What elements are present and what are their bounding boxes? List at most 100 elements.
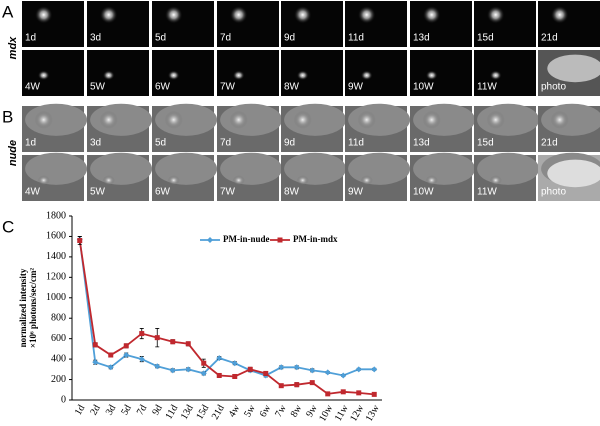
image-tile bbox=[345, 50, 407, 96]
data-point bbox=[371, 391, 377, 397]
tile-label: 5W bbox=[90, 187, 106, 198]
signal-glow bbox=[425, 70, 438, 81]
x-tick-label: 5w bbox=[242, 402, 258, 419]
data-point bbox=[154, 363, 161, 370]
signal-glow bbox=[232, 175, 245, 186]
body-shape bbox=[220, 152, 283, 185]
tile-label: 6W bbox=[155, 82, 171, 93]
signal-glow bbox=[422, 110, 441, 129]
tile-label: 7d bbox=[220, 138, 231, 149]
signal-glow bbox=[232, 70, 245, 81]
signal-glow bbox=[34, 5, 53, 24]
x-tick-label: 7w bbox=[273, 402, 289, 419]
panel-label: B bbox=[2, 107, 13, 126]
legend-label: PM-in-nude bbox=[223, 234, 270, 244]
signal-glow bbox=[293, 110, 312, 129]
tile-label: photo bbox=[541, 82, 566, 93]
data-point bbox=[170, 339, 176, 345]
tile-label: 21d bbox=[541, 138, 558, 149]
y-tick-label: 0 bbox=[61, 394, 66, 405]
data-point bbox=[139, 331, 145, 337]
data-point bbox=[77, 238, 83, 244]
tile-label: 8W bbox=[284, 187, 300, 198]
signal-glow bbox=[357, 5, 376, 24]
tile-label: 21d bbox=[541, 33, 558, 44]
tile-label: 5d bbox=[155, 33, 166, 44]
data-point bbox=[293, 364, 300, 371]
data-point bbox=[92, 342, 98, 348]
y-tick-label: 1400 bbox=[46, 251, 66, 262]
data-point bbox=[247, 366, 253, 372]
x-tick-label: 7d bbox=[135, 403, 150, 417]
tile-label: 11d bbox=[348, 138, 364, 149]
tile-label: 1d bbox=[25, 138, 36, 149]
tile-label: 4W bbox=[25, 82, 41, 93]
image-tile bbox=[152, 50, 214, 96]
data-point bbox=[324, 369, 331, 376]
signal-glow bbox=[489, 70, 502, 81]
data-point bbox=[278, 383, 284, 389]
body-shape bbox=[155, 103, 218, 136]
x-tick-label: 21d bbox=[210, 403, 227, 421]
signal-glow bbox=[550, 110, 569, 129]
series-line bbox=[78, 240, 375, 396]
x-tick-label: 8w bbox=[289, 402, 305, 419]
signal-glow bbox=[164, 110, 183, 129]
signal-glow bbox=[102, 175, 115, 186]
tile-label: 13d bbox=[413, 138, 430, 149]
tile-label: 11W bbox=[477, 82, 497, 93]
data-point bbox=[325, 391, 331, 397]
tile-label: 15d bbox=[477, 138, 494, 149]
data-point bbox=[340, 372, 347, 379]
y-axis-label: normalized intensity bbox=[18, 268, 28, 347]
data-point bbox=[216, 372, 222, 378]
legend-marker bbox=[277, 237, 283, 243]
chart: normalized intensity ×10⁶ photons/sec/cm²… bbox=[18, 210, 383, 423]
body-shape bbox=[413, 152, 476, 185]
signal-glow bbox=[357, 110, 376, 129]
signal-glow bbox=[102, 70, 115, 81]
signal-glow bbox=[425, 175, 438, 186]
y-tick-label: 600 bbox=[51, 333, 66, 344]
image-tile bbox=[87, 50, 149, 96]
y-axis-label: ×10⁶ photons/sec/cm² bbox=[28, 268, 38, 349]
image-tile bbox=[281, 1, 343, 47]
tile-label: 11d bbox=[348, 33, 364, 44]
tile-label: 11W bbox=[477, 187, 497, 198]
x-tick-label: 13w bbox=[364, 402, 383, 421]
image-tile bbox=[152, 1, 214, 47]
signal-glow bbox=[550, 5, 569, 24]
signal-glow bbox=[486, 5, 505, 24]
signal-glow bbox=[99, 5, 118, 24]
body-shape bbox=[547, 54, 600, 83]
body-shape bbox=[220, 103, 283, 136]
data-point bbox=[216, 355, 223, 362]
tile-label: 9W bbox=[348, 82, 364, 93]
data-point bbox=[201, 360, 207, 366]
signal-glow bbox=[37, 70, 50, 81]
tile-label: 3d bbox=[90, 33, 101, 44]
signal-glow bbox=[486, 110, 505, 129]
signal-glow bbox=[360, 175, 373, 186]
data-point bbox=[185, 341, 191, 347]
image-tile bbox=[538, 1, 600, 47]
tile-label: 5d bbox=[155, 138, 166, 149]
x-tick-label: 2d bbox=[88, 403, 103, 417]
tile-label: 9W bbox=[348, 187, 364, 198]
data-point bbox=[356, 390, 362, 396]
data-point bbox=[123, 352, 130, 359]
image-tile bbox=[410, 1, 472, 47]
body-shape bbox=[25, 152, 88, 185]
body-shape bbox=[90, 103, 153, 136]
tile-label: 9d bbox=[284, 33, 295, 44]
signal-glow bbox=[422, 5, 441, 24]
panel-label: A bbox=[2, 2, 14, 21]
body-shape bbox=[284, 152, 347, 185]
tile-label: 1d bbox=[25, 33, 36, 44]
image-tile bbox=[217, 1, 279, 47]
body-shape bbox=[284, 103, 347, 136]
tile-label: 7W bbox=[220, 82, 236, 93]
data-point bbox=[92, 359, 99, 366]
y-tick-label: 1200 bbox=[46, 272, 66, 283]
